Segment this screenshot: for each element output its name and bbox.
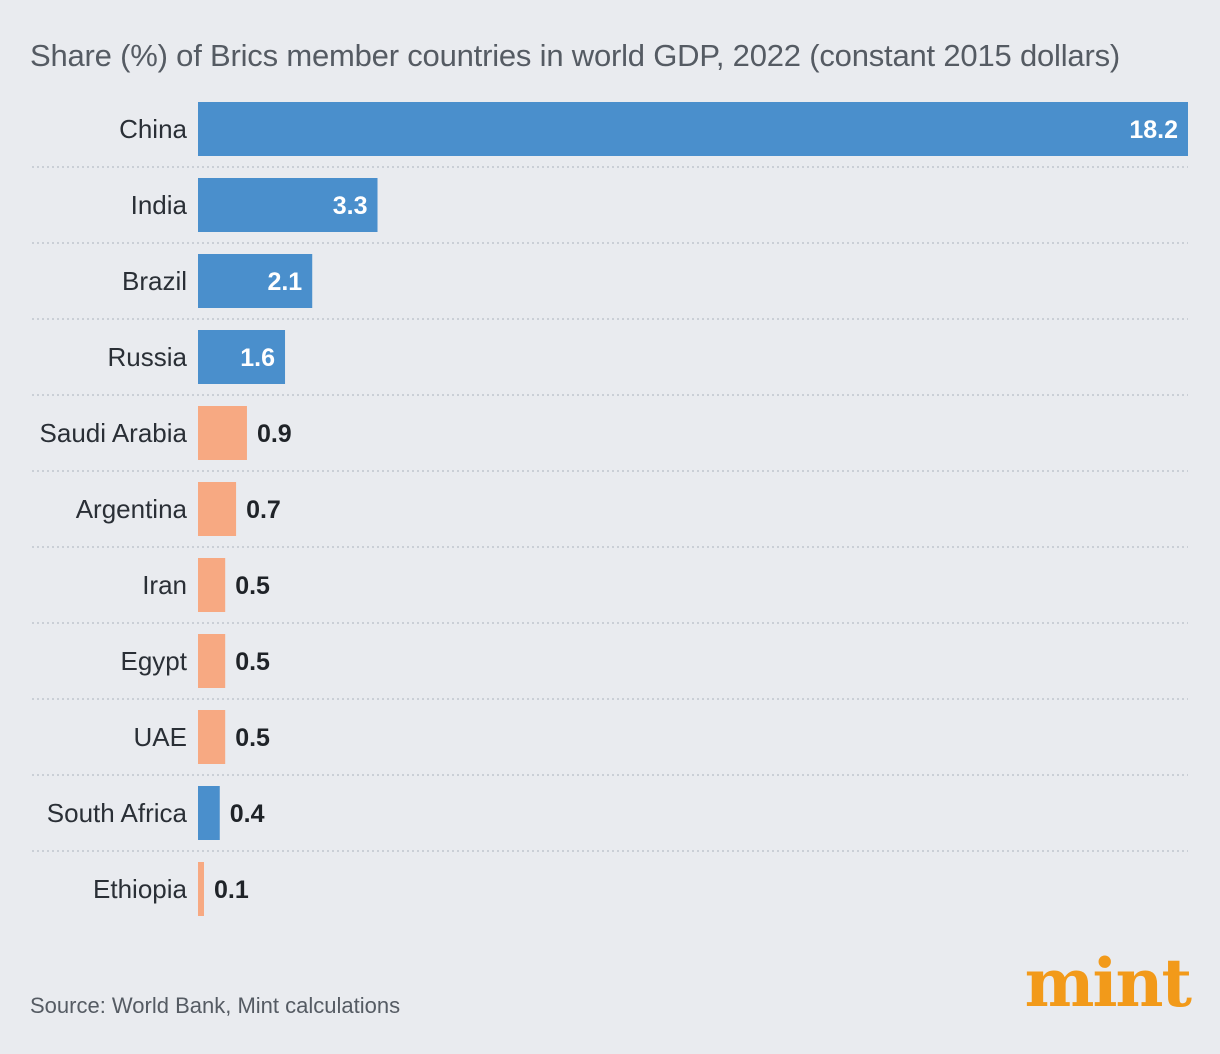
chart-title: Share (%) of Brics member countries in w…	[30, 38, 1120, 73]
bar	[198, 330, 286, 384]
data-label: 0.4	[230, 800, 265, 828]
source-note: Source: World Bank, Mint calculations	[30, 993, 401, 1018]
data-label: 0.5	[235, 724, 270, 752]
category-label: China	[119, 114, 187, 144]
category-label: UAE	[134, 722, 187, 752]
data-label: 18.2	[1129, 116, 1178, 144]
category-label: India	[131, 190, 188, 220]
category-label: Saudi Arabia	[40, 418, 188, 448]
bar	[198, 862, 204, 916]
bar	[198, 178, 378, 232]
data-label: 0.9	[257, 420, 292, 448]
bar	[198, 710, 226, 764]
bar	[198, 406, 247, 460]
data-label: 0.7	[246, 496, 281, 524]
bar	[198, 254, 313, 308]
category-label: Argentina	[76, 494, 188, 524]
category-label: Brazil	[122, 266, 187, 296]
data-label: 2.1	[267, 268, 302, 296]
bar	[198, 634, 226, 688]
bar	[198, 102, 1188, 156]
bar	[198, 482, 237, 536]
category-label: South Africa	[47, 798, 188, 828]
bar	[198, 786, 220, 840]
data-label: 0.5	[235, 648, 270, 676]
bar	[198, 558, 226, 612]
data-label: 0.5	[235, 572, 270, 600]
category-label: Egypt	[121, 646, 188, 676]
category-label: Ethiopia	[93, 874, 187, 904]
mint-logo: mint	[1024, 944, 1192, 1022]
data-label: 3.3	[333, 192, 368, 220]
data-label: 1.6	[240, 344, 275, 372]
data-label: 0.1	[214, 876, 249, 904]
category-label: Russia	[108, 342, 188, 372]
category-label: Iran	[142, 570, 187, 600]
